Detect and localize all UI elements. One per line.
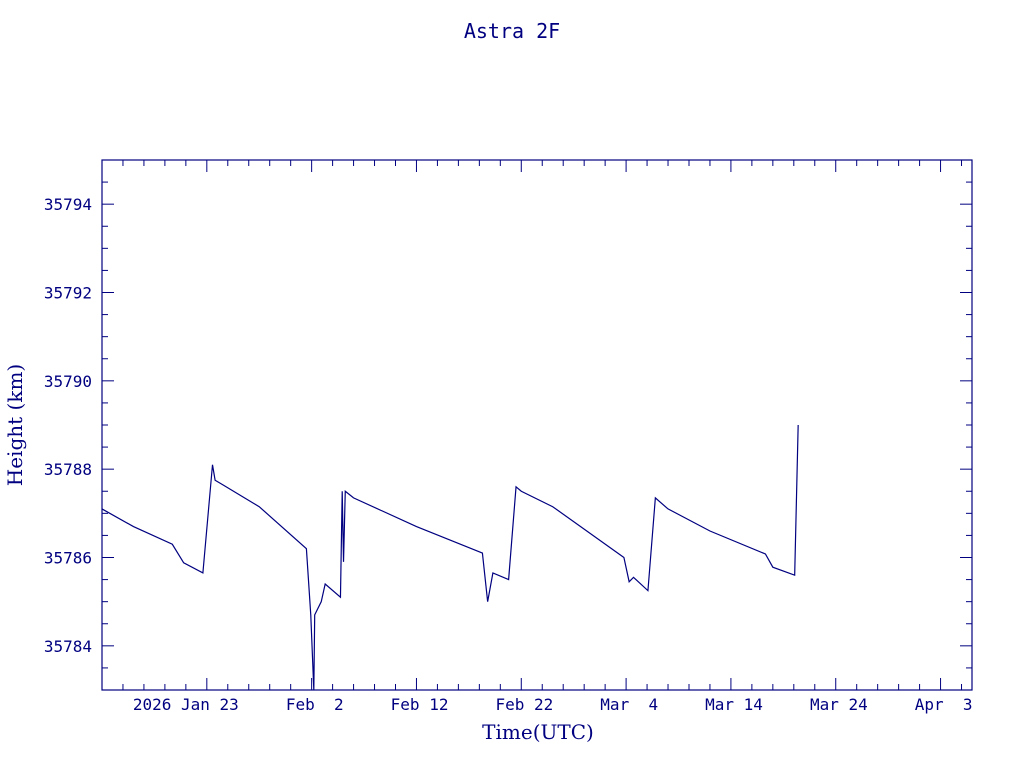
x-tick-label: Mar 14: [705, 695, 763, 714]
series-line: [101, 424, 799, 691]
x-tick-label: 2026 Jan 23: [133, 695, 239, 714]
x-tick-label: Mar 4: [600, 695, 658, 714]
y-tick-label: 35792: [44, 284, 92, 303]
x-tick-label: Feb 2: [286, 695, 344, 714]
y-tick-label: 35790: [44, 372, 92, 391]
x-tick-label: Mar 24: [810, 695, 868, 714]
plot-frame: [101, 159, 973, 691]
x-tick-label: Apr 3: [915, 695, 973, 714]
x-tick-label: Feb 22: [495, 695, 553, 714]
y-tick-label: 35784: [44, 637, 92, 656]
y-tick-label: 35786: [44, 549, 92, 568]
chart-title: Astra 2F: [464, 19, 560, 43]
tick-labels: 35784 35786 35788 35790 35792 35794 2026 Jan 2…: [44, 195, 973, 714]
x-tick-label: Feb 12: [391, 695, 449, 714]
y-tick-label: 35794: [44, 195, 92, 214]
y-tick-label: 35788: [44, 460, 92, 479]
y-axis-title: Height (km): [3, 364, 27, 486]
x-axis-title: Time(UTC): [482, 720, 594, 744]
axis-ticks: [101, 159, 972, 691]
